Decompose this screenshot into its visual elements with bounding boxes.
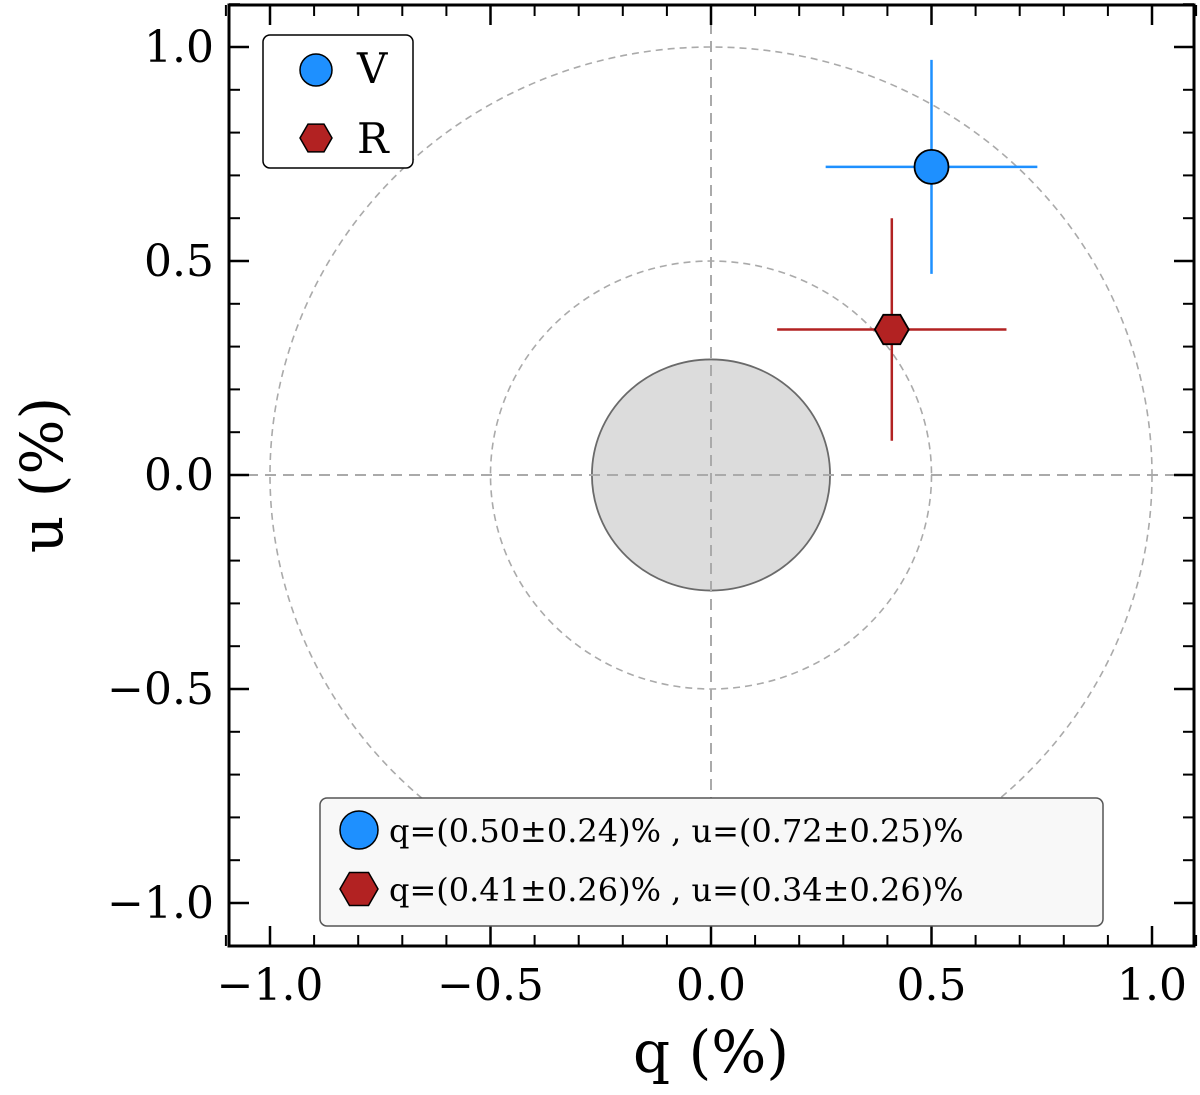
- series-layer: [777, 59, 1038, 441]
- x-tick-label: −1.0: [217, 960, 324, 1011]
- data-point-v: [913, 148, 950, 185]
- x-tick-label: 0.0: [676, 960, 746, 1011]
- stats-line-v: q=(0.50±0.24)% , u=(0.72±0.25)%: [389, 812, 964, 850]
- legend: V R: [262, 34, 414, 169]
- stats-line-r: q=(0.41±0.26)% , u=(0.34±0.26)%: [389, 871, 964, 909]
- legend-r-marker: [299, 123, 333, 153]
- stats-r-marker: [339, 871, 379, 907]
- y-tick-label: 0.0: [144, 450, 214, 501]
- y-axis-label: u (%): [8, 397, 76, 553]
- stats-v-marker: [339, 810, 379, 850]
- plot-area: [229, 5, 1194, 946]
- y-tick-label: −1.0: [107, 878, 214, 929]
- y-tick-label: −0.5: [107, 664, 214, 715]
- x-tick-label: 1.0: [1117, 960, 1187, 1011]
- stats-box: q=(0.50±0.24)% , u=(0.72±0.25)% q=(0.41±…: [319, 797, 1104, 927]
- legend-v-marker: [299, 53, 333, 87]
- legend-box: [262, 34, 414, 169]
- data-point-r: [873, 313, 910, 346]
- tick-layer: −1.0 −0.5 0.0 0.5 1.0 −1.0 −0.5 0.0 0.5 1.0: [107, 3, 1198, 1011]
- x-axis-label: q (%): [633, 1018, 789, 1086]
- x-tick-label: 0.5: [897, 960, 967, 1011]
- legend-v-label: V: [356, 44, 388, 93]
- y-tick-label: 0.5: [144, 236, 214, 287]
- y-tick-label: 1.0: [144, 22, 214, 73]
- stats-box-frame: [319, 797, 1104, 927]
- x-tick-label: −0.5: [437, 960, 544, 1011]
- reference-layer: [229, 5, 1194, 946]
- legend-r-label: R: [357, 114, 390, 163]
